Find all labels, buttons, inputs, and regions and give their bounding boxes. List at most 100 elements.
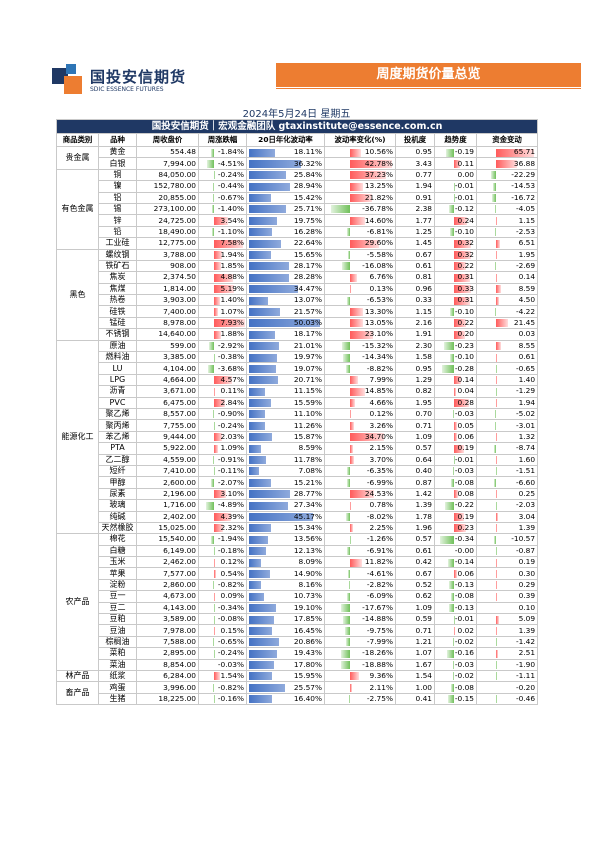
- cell: 1.42: [395, 487, 435, 501]
- cell: 1.09: [395, 601, 435, 615]
- cell: -1.90: [475, 658, 539, 671]
- cell-text: -0.90%: [217, 409, 244, 419]
- cell-text: 0.24: [457, 215, 474, 225]
- cell-text: -8.82%: [366, 363, 393, 373]
- cell-text: -1.84%: [217, 147, 244, 157]
- cell-text: 21.45: [513, 318, 536, 328]
- commodity: 尿素: [98, 487, 137, 501]
- data-bar: [214, 524, 224, 533]
- cell: 8,978.00: [136, 316, 199, 330]
- cell: 554.48: [136, 145, 199, 159]
- cell: 0.78%: [324, 499, 396, 512]
- cell-text: 36.32%: [293, 158, 322, 168]
- cell-text: 14.85%: [364, 386, 393, 396]
- cell: -2.69: [475, 259, 539, 273]
- commodity: 锰硅: [98, 316, 137, 330]
- data-bar: [350, 490, 375, 499]
- cell: 0.57: [395, 533, 435, 546]
- cell: -0.44%: [198, 180, 247, 193]
- banner-line: [276, 88, 581, 89]
- cell-text: 1.67: [415, 659, 432, 669]
- cell: 7,755.00: [136, 419, 199, 432]
- commodity: 棉花: [98, 533, 137, 546]
- cell: 0.13%: [324, 282, 396, 296]
- cell-text: 0.95: [415, 147, 432, 157]
- row: 燃料油 3,385.00 -0.38% 19.97% -14.34% 1.58 -0.10 0…: [57, 351, 539, 364]
- cell-text: 0.10: [518, 602, 536, 612]
- cell: 45.17%: [246, 510, 325, 523]
- cell: -0.03%: [198, 658, 247, 671]
- data-bar: [249, 672, 272, 681]
- data-bar: [249, 148, 275, 157]
- cell: -2.53: [475, 225, 539, 239]
- cell-text: 0.57: [415, 534, 432, 544]
- cell: 20,855.00: [136, 191, 199, 204]
- data-bar: [249, 444, 262, 453]
- cell: 1.39: [475, 624, 539, 637]
- cell-text: 15.21%: [293, 477, 322, 487]
- data-bar: [454, 251, 471, 260]
- cell: -16.08%: [324, 259, 396, 273]
- cell: 1,716.00: [136, 499, 199, 512]
- cell-text: 1.94: [518, 397, 536, 407]
- cell-text: -8.02%: [366, 511, 393, 521]
- data-bar: [214, 672, 221, 681]
- cell-text: -0.13: [454, 602, 474, 612]
- cell: 5.19%: [198, 282, 247, 296]
- data-bar: [350, 672, 360, 681]
- cell-text: -0.82%: [217, 580, 244, 590]
- cell-text: 152,780.00: [153, 181, 196, 191]
- data-bar: [208, 364, 215, 373]
- row: 不锈钢 14,640.00 1.88% 18.17% 23.10% 1.91 0.20 0.0…: [57, 328, 539, 341]
- cell: 7.99%: [324, 373, 396, 387]
- data-bar: [340, 649, 351, 658]
- cell-text: 13.07%: [293, 295, 322, 305]
- cell: -0.22: [434, 499, 477, 512]
- cell: 13.30%: [324, 305, 396, 318]
- cell-text: 0.67: [415, 249, 432, 259]
- cell-text: -0.10: [454, 352, 474, 362]
- data-bar: [448, 581, 455, 590]
- cell: 9,444.00: [136, 430, 199, 444]
- cell: -0.34: [434, 533, 477, 546]
- cell: -0.82%: [198, 681, 247, 694]
- data-bar: [331, 205, 351, 214]
- commodity: 豆油: [98, 624, 137, 637]
- cell: -0.23: [434, 339, 477, 353]
- data-bar: [206, 501, 215, 510]
- data-bar: [492, 194, 497, 203]
- row: 贵金属 黄金 554.48 -1.84% 18.11% 10.56% 0.95 -0.19 65…: [56, 145, 539, 170]
- cell: 0.33: [434, 282, 477, 296]
- cell: 2,860.00: [136, 578, 199, 592]
- cell-text: -0.03: [454, 409, 474, 419]
- cell-text: 15.65%: [293, 249, 322, 259]
- cell-text: -2.75%: [366, 693, 393, 703]
- cell-text: 27.34%: [293, 500, 322, 510]
- cell: -5.02: [475, 407, 539, 421]
- data-bar: [249, 638, 279, 647]
- data-bar: [496, 239, 500, 248]
- data-bar: [348, 569, 351, 578]
- cell: 3,903.00: [136, 294, 199, 307]
- cell: -0.01: [434, 180, 477, 193]
- cell-text: -15.32%: [362, 340, 393, 350]
- cell: -0.28: [434, 362, 477, 375]
- cell: -5.58%: [324, 248, 396, 261]
- data-bar: [496, 296, 499, 305]
- cell-text: -0.14: [454, 557, 474, 567]
- data-bar: [346, 638, 351, 647]
- cell-text: 4,104.00: [163, 363, 196, 373]
- cell-text: 10.73%: [293, 591, 322, 601]
- cell: -0.08: [434, 590, 477, 603]
- cell: -0.91%: [198, 453, 247, 466]
- cell-text: 273,100.00: [153, 204, 196, 214]
- cell-text: 3.43: [415, 158, 432, 168]
- cell-text: 3,903.00: [163, 295, 196, 305]
- cell: 24.53%: [324, 487, 396, 501]
- data-bar: [249, 695, 273, 704]
- data-bar: [348, 581, 351, 590]
- data-bar: [350, 319, 364, 328]
- cell: 15,540.00: [136, 533, 199, 546]
- cell: -1.29: [475, 385, 539, 398]
- cell: 0.32: [434, 237, 477, 250]
